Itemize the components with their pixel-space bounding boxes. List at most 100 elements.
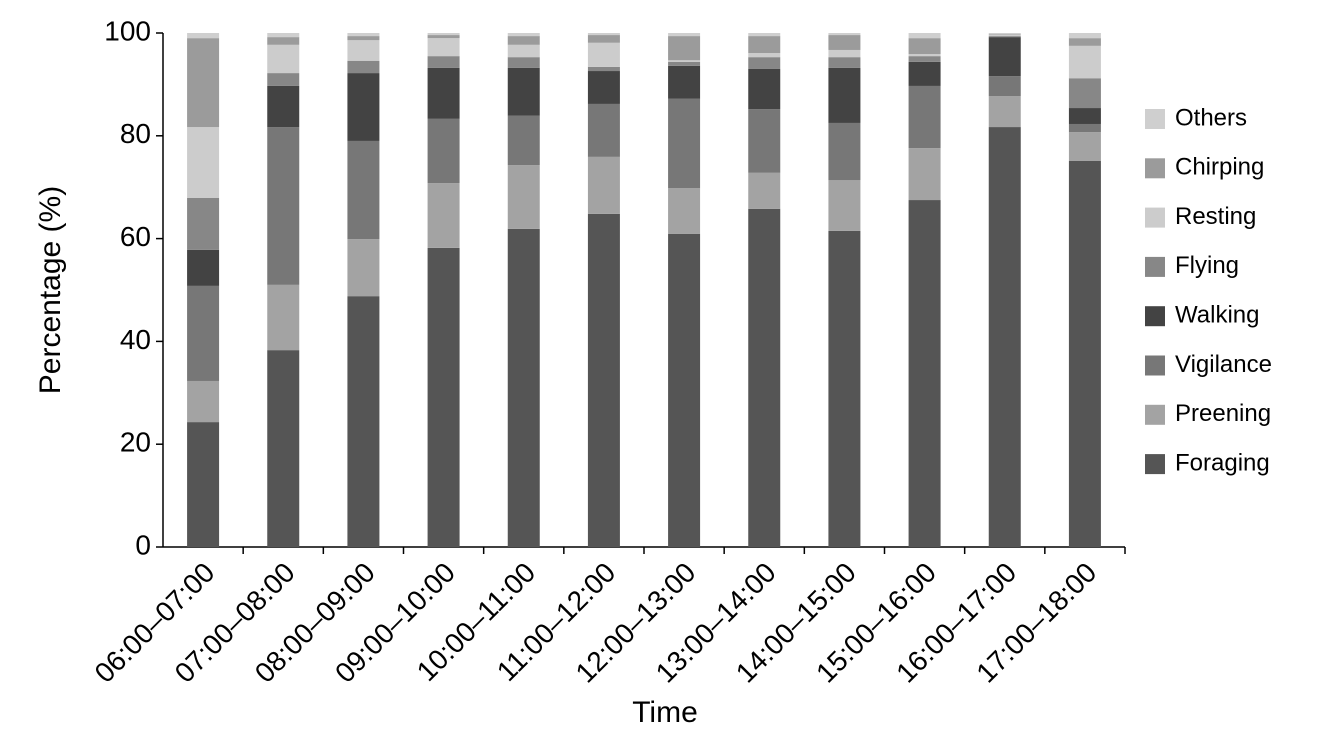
bar-segment: [187, 38, 220, 128]
bar-segment: [267, 85, 300, 128]
bar-segment: [1068, 33, 1101, 39]
bar-segment: [507, 44, 540, 58]
bar-segment: [347, 73, 380, 141]
bar-segment: [347, 296, 380, 547]
y-tick-label: 20: [120, 427, 151, 458]
bar-segment: [587, 213, 620, 548]
legend-label: Flying: [1175, 252, 1239, 279]
legend-label: Chirping: [1175, 154, 1264, 181]
bar-segment: [507, 67, 540, 116]
bar-segment: [908, 38, 941, 55]
bar-segment: [347, 140, 380, 240]
bar-segment: [988, 33, 1021, 35]
bar-segment: [988, 36, 1021, 38]
bar-segment: [1068, 78, 1101, 109]
bar-segment: [988, 127, 1021, 547]
bar-segment: [427, 35, 460, 39]
bar-segment: [187, 249, 220, 286]
bar-segment: [668, 233, 701, 547]
bar-segment: [988, 96, 1021, 128]
bar-segment: [828, 67, 861, 123]
y-axis-title: Percentage (%): [34, 186, 67, 394]
bar-segment: [347, 239, 380, 297]
bar-segment: [587, 156, 620, 214]
bar-segment: [748, 172, 781, 209]
y-tick-label: 60: [120, 221, 151, 252]
bar-segment: [427, 183, 460, 248]
bar-segment: [748, 109, 781, 173]
bar-segment: [267, 44, 300, 74]
bar-segment: [908, 148, 941, 201]
bar-segment: [267, 73, 300, 86]
bar-segment: [748, 68, 781, 110]
legend-label: Foraging: [1175, 449, 1270, 476]
legend-label: Others: [1175, 104, 1247, 131]
bar-segment: [908, 61, 941, 86]
bar-segment: [748, 53, 781, 58]
bar-segment: [347, 40, 380, 61]
y-tick-label: 80: [120, 118, 151, 149]
bar-segment: [347, 33, 380, 37]
bar-segment: [507, 165, 540, 229]
legend-label: Preening: [1175, 400, 1271, 427]
bar-segment: [587, 71, 620, 104]
bar-segment: [828, 122, 861, 181]
x-axis-title: Time: [632, 696, 698, 729]
bar-segment: [1068, 38, 1101, 46]
bar-segment: [507, 36, 540, 45]
bar-segment: [507, 33, 540, 37]
bar-segment: [908, 33, 941, 39]
legend-swatch: [1145, 207, 1165, 228]
bar-segment: [668, 65, 701, 99]
bar-segment: [507, 228, 540, 548]
bar-segment: [267, 33, 300, 38]
legend-swatch: [1145, 454, 1165, 475]
bar-segment: [587, 35, 620, 43]
bar-segment: [1068, 132, 1101, 161]
bar-segment: [587, 66, 620, 72]
bar-segment: [748, 36, 781, 54]
bar-segment: [507, 115, 540, 166]
bar-segment: [668, 36, 701, 61]
bar-segment: [347, 60, 380, 74]
legend-label: Vigilance: [1175, 351, 1272, 378]
bar-segment: [668, 188, 701, 234]
bar-segment: [427, 38, 460, 57]
bar-segment: [267, 284, 300, 351]
bar-segment: [427, 247, 460, 548]
bar-segment: [587, 33, 620, 36]
legend-label: Resting: [1175, 203, 1256, 230]
bar-segment: [908, 54, 941, 57]
bar-segment: [1068, 108, 1101, 124]
bar-segment: [828, 57, 861, 68]
legend-swatch: [1145, 256, 1165, 277]
legend-label: Walking: [1175, 302, 1259, 329]
bar-segment: [1068, 45, 1101, 79]
bar-segment: [187, 285, 220, 381]
bar-segment: [828, 180, 861, 231]
bar-segment: [668, 98, 701, 189]
bar-segment: [748, 33, 781, 37]
bar-segment: [587, 42, 620, 67]
bar-segment: [908, 56, 941, 62]
legend-swatch: [1145, 109, 1165, 129]
bar-segment: [587, 103, 620, 157]
bar-segment: [427, 67, 460, 119]
y-tick-label: 100: [104, 15, 151, 46]
bar-segment: [1068, 123, 1101, 133]
legend-swatch: [1145, 158, 1165, 179]
bar-segment: [267, 127, 300, 285]
legend-swatch: [1145, 355, 1165, 376]
bar-segment: [828, 49, 861, 58]
bar-segment: [507, 57, 540, 68]
bar-segment: [187, 422, 220, 547]
bar-segment: [748, 208, 781, 547]
bar-segment: [427, 56, 460, 68]
bar-segment: [908, 85, 941, 149]
bar-segment: [988, 35, 1021, 37]
bar-segment: [828, 230, 861, 547]
bar-segment: [828, 35, 861, 50]
legend-swatch: [1145, 404, 1165, 425]
bar-segment: [187, 127, 220, 198]
bar-segment: [187, 197, 220, 250]
